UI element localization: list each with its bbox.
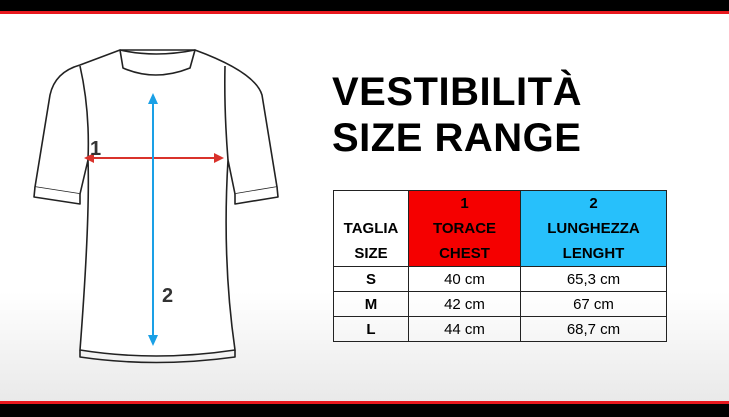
chest-it: TORACE	[432, 220, 497, 237]
title-en: SIZE RANGE	[332, 116, 582, 160]
chest-en: CHEST	[439, 245, 490, 262]
chest-cell: 44 cm	[408, 316, 521, 342]
table-row: S 40 cm 65,3 cm	[333, 266, 667, 292]
length-cell: 68,7 cm	[520, 316, 667, 342]
table-row: M 42 cm 67 cm	[333, 291, 667, 317]
size-header-en: SIZE	[354, 245, 388, 262]
length-en: LENGHT	[562, 245, 625, 262]
size-cell: S	[333, 266, 409, 292]
length-header: 2 LUNGHEZZA LENGHT	[520, 190, 667, 267]
size-header-it: TAGLIA	[343, 220, 399, 237]
length-arrow	[148, 93, 158, 346]
length-cell: 67 cm	[520, 291, 667, 317]
length-label: 2	[162, 285, 174, 307]
size-table: TAGLIA SIZE 1 TORACE CHEST 2 LUNGHEZZA LENGHT…	[333, 190, 667, 342]
chest-label: 1	[90, 138, 102, 160]
top-bar	[0, 0, 729, 14]
size-cell: M	[333, 291, 409, 317]
tshirt-diagram	[33, 49, 279, 364]
bottom-bar	[0, 401, 729, 417]
length-cell: 65,3 cm	[520, 266, 667, 292]
table-row: L 44 cm 68,7 cm	[333, 316, 667, 342]
size-cell: L	[333, 316, 409, 342]
chest-num: 1	[460, 195, 469, 212]
length-num: 2	[589, 195, 598, 212]
chest-header: 1 TORACE CHEST	[408, 190, 521, 267]
length-it: LUNGHEZZA	[547, 220, 640, 237]
chest-cell: 40 cm	[408, 266, 521, 292]
chest-cell: 42 cm	[408, 291, 521, 317]
size-header: TAGLIA SIZE	[333, 190, 409, 267]
title-it: VESTIBILITÀ	[332, 70, 582, 114]
